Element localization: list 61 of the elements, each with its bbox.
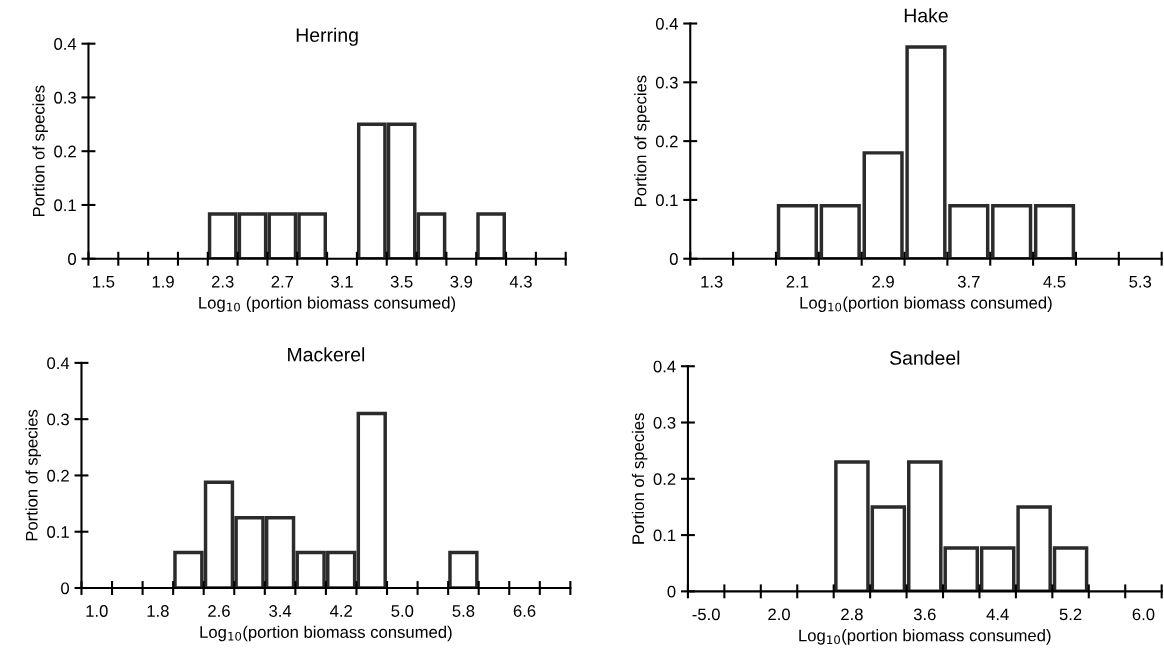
y-tick-label: 0.3 xyxy=(655,76,678,89)
x-tick-label: 3.4 xyxy=(269,605,292,617)
y-tick-label: 0 xyxy=(68,253,77,265)
y-tick-label: 0.2 xyxy=(653,473,676,485)
y-tick-label: 0.2 xyxy=(47,469,69,482)
x-tick-label: 1.5 xyxy=(93,276,115,288)
y-tick-label: 0 xyxy=(669,253,678,265)
y-tick-label: 0.3 xyxy=(653,416,676,429)
x-tick-label: 2.9 xyxy=(872,275,894,288)
y-tick-label: 0.3 xyxy=(47,413,69,426)
x-tick-label: 2.0 xyxy=(768,608,790,621)
x-tick-label: 1.0 xyxy=(86,605,108,617)
x-axis-title: Log$_{10}$(portion biomass consumed) xyxy=(200,625,452,642)
x-tick-label: 2.1 xyxy=(786,275,809,288)
y-tick-label: 0 xyxy=(61,582,70,595)
y-tick-label: 0.2 xyxy=(655,135,678,148)
x-tick-label: 2.8 xyxy=(841,608,863,621)
chart-title: Sandeel xyxy=(890,350,960,365)
y-tick-label: 0.4 xyxy=(655,17,678,30)
x-tick-label: 2.7 xyxy=(271,275,294,288)
y-tick-label: 0.1 xyxy=(54,199,76,212)
x-tick-label: 3.6 xyxy=(913,608,936,621)
x-axis-title: Log$_{10}$(portion biomass consumed) xyxy=(800,296,1052,313)
chart-title: Hake xyxy=(904,8,948,23)
x-tick-label: -5.0 xyxy=(692,608,720,621)
x-tick-label: 1.3 xyxy=(701,275,723,288)
x-tick-label: 5.0 xyxy=(391,605,414,617)
chart-title: Herring xyxy=(296,27,358,46)
y-tick-label: 0.3 xyxy=(54,91,76,104)
y-tick-label: 0.4 xyxy=(47,357,70,370)
y-tick-label: 0 xyxy=(667,585,676,598)
x-tick-label: 3.1 xyxy=(331,275,353,288)
y-tick-label: 0.4 xyxy=(653,360,676,373)
x-tick-label: 5.2 xyxy=(1059,608,1082,621)
y-tick-label: 0.1 xyxy=(655,194,678,207)
y-axis-title: Portion of species xyxy=(32,85,48,217)
x-tick-label: 1.9 xyxy=(152,275,174,288)
x-tick-label: 5.8 xyxy=(452,605,475,617)
x-tick-label: 6.6 xyxy=(513,605,536,617)
y-tick-label: 0.4 xyxy=(54,38,77,50)
x-axis-title: Log$_{10}$(portion biomass consumed) xyxy=(799,629,1051,645)
x-tick-label: 3.7 xyxy=(957,275,980,288)
x-tick-label: 4.3 xyxy=(509,275,532,288)
x-tick-label: 1.8 xyxy=(147,605,169,617)
x-tick-label: 3.5 xyxy=(390,275,413,288)
x-tick-label: 2.3 xyxy=(211,275,234,288)
y-axis-title: Portion of species xyxy=(631,413,648,544)
x-tick-label: 5.3 xyxy=(1129,275,1152,288)
y-tick-label: 0.1 xyxy=(653,529,676,542)
x-tick-label: 6.0 xyxy=(1132,608,1155,621)
x-tick-label: 2.6 xyxy=(208,605,230,617)
y-tick-label: 0.2 xyxy=(54,145,76,158)
chart-title: Mackerel xyxy=(288,347,365,362)
x-tick-label: 4.2 xyxy=(330,605,352,617)
y-tick-label: 0.1 xyxy=(47,526,69,538)
x-tick-label: 3.9 xyxy=(450,275,473,288)
x-axis-title: Log$_{10}$ (portion biomass consumed) xyxy=(199,296,456,313)
x-tick-label: 4.4 xyxy=(986,608,1009,621)
y-axis-title: Portion of species xyxy=(634,75,650,206)
x-tick-label: 4.5 xyxy=(1043,276,1066,288)
y-axis-title: Portion of species xyxy=(25,409,41,541)
